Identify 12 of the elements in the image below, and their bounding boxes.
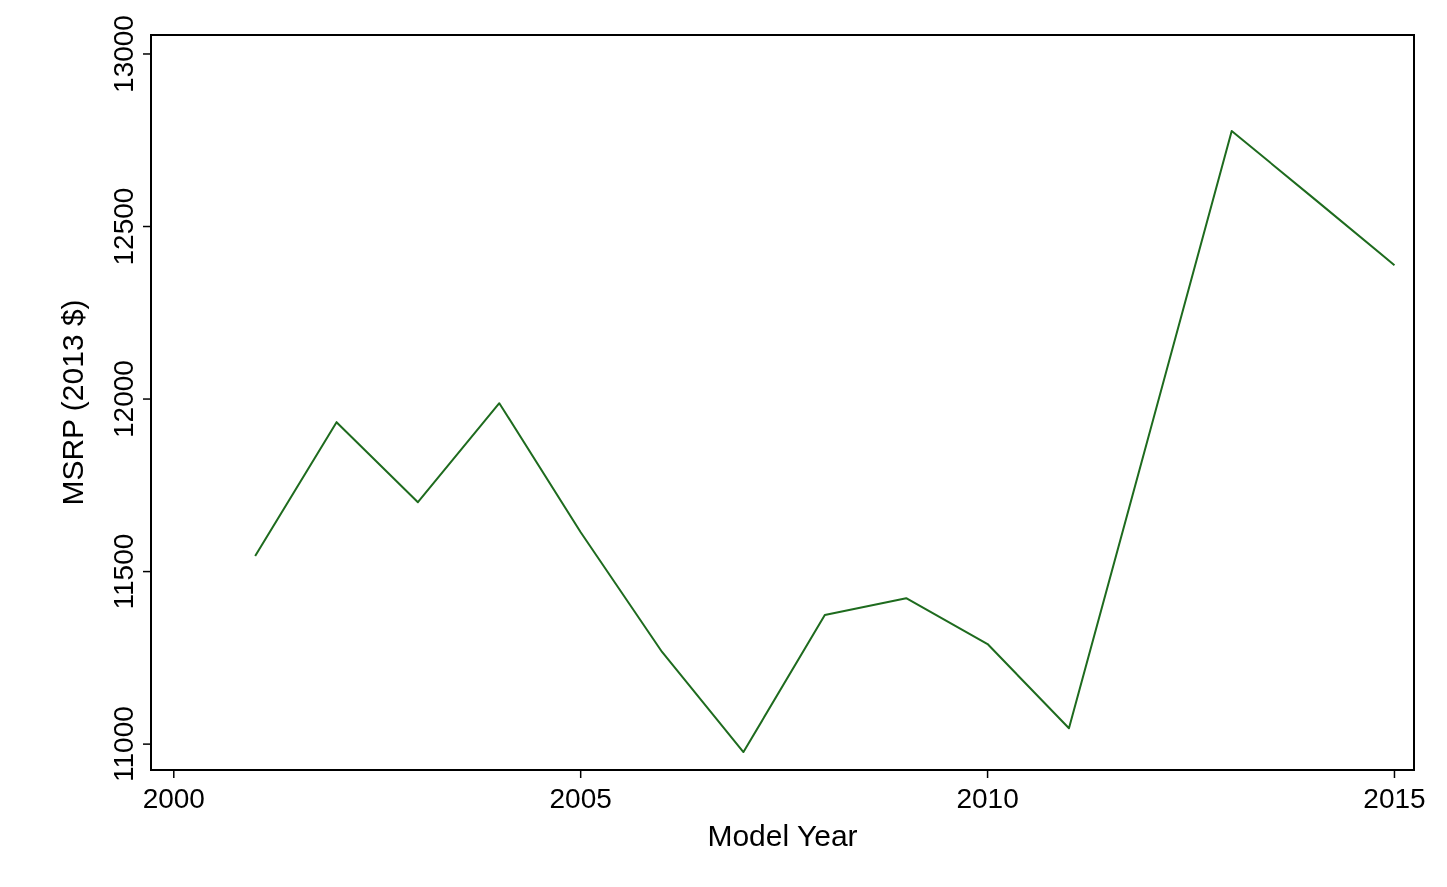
- y-tick-label: 11500: [108, 533, 139, 610]
- y-axis-title: MSRP (2013 $): [56, 299, 89, 506]
- y-tick-label: 12500: [108, 187, 139, 266]
- x-tick-label: 2010: [956, 783, 1019, 814]
- y-tick-label: 12000: [108, 360, 139, 438]
- y-tick-label: 13000: [108, 15, 139, 93]
- y-tick-label: 11000: [108, 706, 139, 783]
- x-tick-label: 2005: [549, 783, 612, 814]
- x-axis-title: Model Year: [707, 819, 858, 852]
- x-tick-label: 2000: [142, 783, 205, 814]
- x-tick-label: 2015: [1363, 783, 1426, 814]
- line-series: [254, 129, 1396, 754]
